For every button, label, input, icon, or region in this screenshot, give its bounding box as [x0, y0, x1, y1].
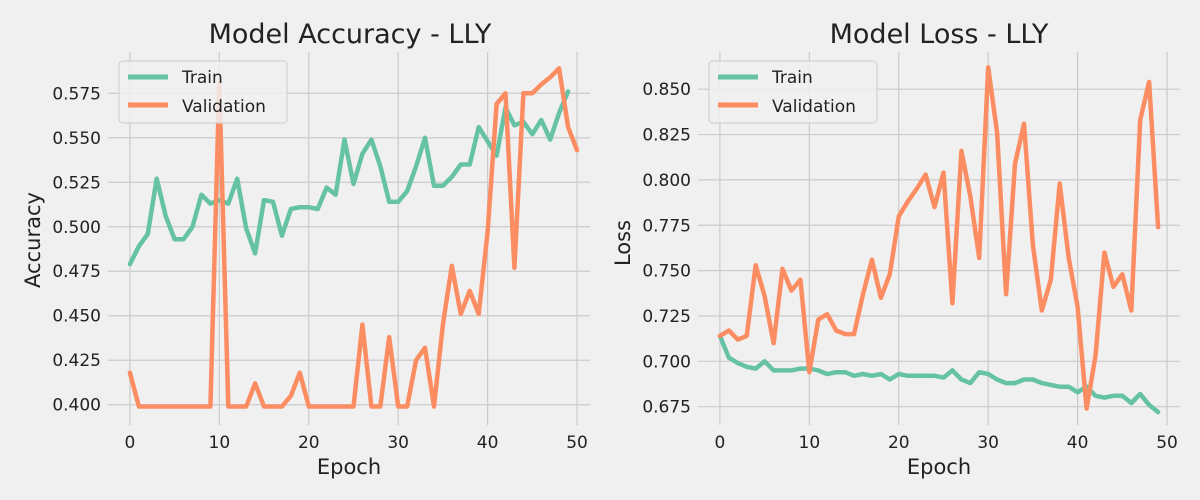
- loss-x-tick-40: 40: [1067, 433, 1089, 453]
- loss-legend: Train Validation: [708, 60, 878, 124]
- accuracy-y-tick-1: 0.425: [52, 351, 101, 371]
- loss-y-tick-1: 0.700: [642, 352, 691, 372]
- accuracy-y-tick-5: 0.525: [52, 173, 101, 193]
- accuracy-x-tick-50: 50: [566, 433, 588, 453]
- loss-chart-title: Model Loss - LLY: [830, 19, 1049, 50]
- loss-x-ticks: 0 10 20 30 40 50: [714, 433, 1177, 453]
- accuracy-y-tick-2: 0.450: [52, 307, 101, 327]
- loss-x-tick-20: 20: [888, 433, 910, 453]
- loss-x-tick-50: 50: [1156, 433, 1178, 453]
- accuracy-y-axis-label: Accuracy: [21, 192, 45, 288]
- loss-x-tick-30: 30: [977, 433, 999, 453]
- accuracy-x-ticks: 0 10 20 30 40 50: [124, 433, 587, 453]
- loss-y-tick-2: 0.725: [642, 307, 691, 327]
- accuracy-lines: [127, 66, 580, 409]
- accuracy-y-tick-7: 0.575: [52, 84, 101, 104]
- loss-legend-train-label: Train: [771, 68, 813, 88]
- accuracy-legend-validation-label: Validation: [182, 97, 266, 117]
- loss-y-tick-0: 0.675: [642, 398, 691, 418]
- accuracy-y-tick-4: 0.500: [52, 218, 101, 238]
- accuracy-x-tick-20: 20: [298, 433, 320, 453]
- accuracy-legend: Train Validation: [118, 60, 288, 124]
- loss-y-axis-label: Loss: [611, 220, 635, 266]
- accuracy-x-tick-40: 40: [477, 433, 499, 453]
- accuracy-x-tick-0: 0: [124, 433, 135, 453]
- loss-y-tick-7: 0.850: [642, 80, 691, 100]
- loss-series-validation: [717, 65, 1161, 411]
- loss-legend-validation-label: Validation: [772, 97, 856, 117]
- accuracy-x-axis-label: Epoch: [317, 455, 381, 479]
- loss-y-tick-3: 0.750: [642, 262, 691, 282]
- loss-x-tick-0: 0: [714, 433, 725, 453]
- accuracy-chart: Model Accuracy - LLY Epoch Accuracy 0.40…: [21, 19, 590, 479]
- accuracy-x-tick-10: 10: [209, 433, 231, 453]
- loss-x-tick-10: 10: [799, 433, 821, 453]
- loss-lines: [717, 65, 1161, 415]
- loss-x-axis-label: Epoch: [907, 455, 971, 479]
- loss-chart: Model Loss - LLY Epoch Loss 0.6750.7000.…: [611, 19, 1180, 479]
- loss-y-tick-5: 0.800: [642, 171, 691, 191]
- accuracy-y-tick-6: 0.550: [52, 129, 101, 149]
- accuracy-y-tick-3: 0.475: [52, 262, 101, 282]
- accuracy-chart-title: Model Accuracy - LLY: [209, 19, 492, 50]
- accuracy-y-tick-0: 0.400: [52, 396, 101, 416]
- loss-y-tick-4: 0.775: [642, 216, 691, 236]
- accuracy-y-ticks: 0.400 0.425 0.450 0.475 0.500 0.525 0.550 0.575: [52, 84, 101, 415]
- accuracy-series-validation: [127, 66, 580, 409]
- loss-y-ticks: 0.675 0.700 0.725 0.750 0.775 0.800 0.825 0.850: [642, 80, 691, 417]
- loss-y-tick-6: 0.825: [642, 126, 691, 146]
- accuracy-legend-train-label: Train: [181, 68, 223, 88]
- accuracy-x-tick-30: 30: [387, 433, 409, 453]
